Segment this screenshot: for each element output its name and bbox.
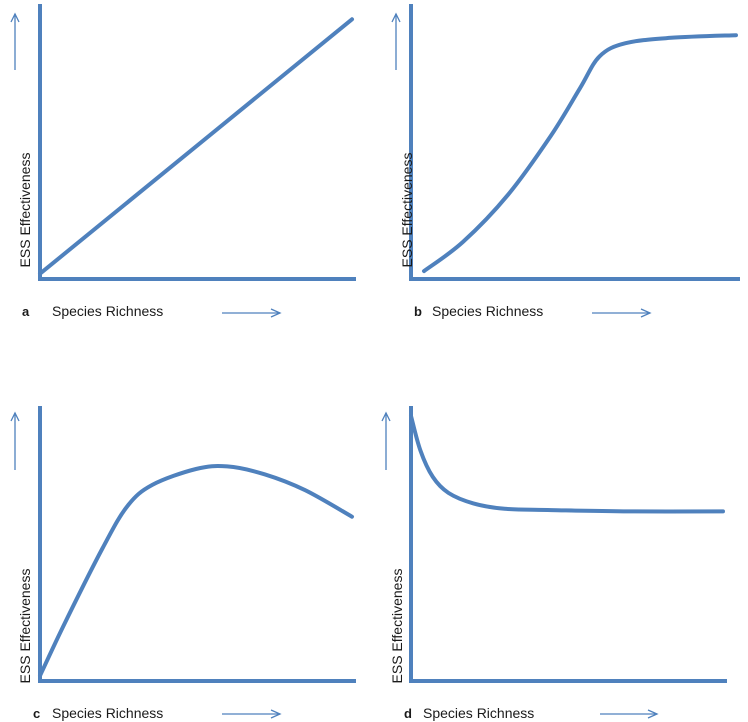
x-axis-label: Species Richness (52, 303, 163, 319)
y-arrow-head (381, 411, 391, 422)
x-arrow-head (270, 709, 282, 719)
panel-d: ESS Effectiveness d Species Richness (381, 406, 727, 721)
x-arrow-head (647, 709, 659, 719)
x-axis-label: Species Richness (432, 303, 543, 319)
x-arrow-head (640, 308, 652, 318)
y-arrow-head (10, 411, 20, 422)
series-line (422, 33, 738, 274)
series-line (38, 17, 354, 276)
x-axis-label: Species Richness (423, 705, 534, 721)
y-axis-label: ESS Effectiveness (389, 569, 405, 684)
panel-letter: c (33, 706, 40, 721)
series-line (409, 414, 725, 514)
panel-c: ESS Effectiveness c Species Richness (10, 406, 356, 721)
panel-b: ESS Effectiveness b Species Richness (391, 4, 740, 319)
y-axis-label: ESS Effectiveness (17, 569, 33, 684)
y-arrow-head (391, 12, 401, 23)
y-axis-label: ESS Effectiveness (17, 153, 33, 268)
x-axis-label: Species Richness (52, 705, 163, 721)
panel-letter: d (404, 706, 412, 721)
y-axis-label: ESS Effectiveness (399, 153, 415, 268)
panel-a: ESS Effectiveness a Species Richness (10, 4, 356, 319)
panel-letter: b (414, 304, 422, 319)
x-arrow-head (270, 308, 282, 318)
y-arrow-head (10, 12, 20, 23)
series-line (38, 463, 354, 678)
panel-letter: a (22, 304, 30, 319)
